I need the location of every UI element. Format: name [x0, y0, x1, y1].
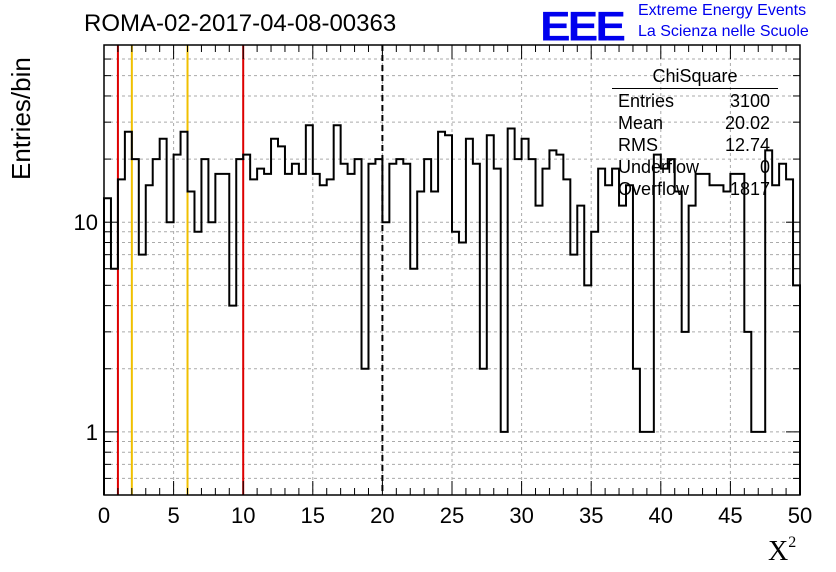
axis-ticks	[103, 44, 801, 496]
x-tick-label: 35	[579, 503, 603, 528]
x-tick-label: 15	[301, 503, 325, 528]
x-tick-label: 0	[98, 503, 110, 528]
stats-row-rms: RMS 12.74	[612, 134, 778, 156]
x-tick-label: 10	[231, 503, 255, 528]
stats-title: ChiSquare	[612, 66, 778, 89]
x-tick-label: 20	[370, 503, 394, 528]
histogram-line	[103, 124, 801, 495]
eee-logo: EEE	[540, 2, 626, 50]
stats-value: 3100	[729, 91, 770, 111]
y-tick-label: 10	[74, 210, 98, 235]
stats-row-mean: Mean 20.02	[612, 112, 778, 134]
stats-box: ChiSquare Entries 3100 Mean 20.02 RMS 12…	[612, 66, 778, 200]
stats-row-entries: Entries 3100	[612, 90, 778, 112]
logo-line-2: La Scienza nelle Scuole	[638, 23, 809, 40]
x-axis-label: X2	[768, 534, 797, 567]
stats-value: 20.02	[724, 113, 770, 133]
logo-line-1: Extreme Energy Events	[638, 2, 807, 19]
chart-title: ROMA-02-2017-04-08-00363	[84, 10, 397, 37]
y-tick-label: 1	[86, 420, 98, 445]
x-tick-label: 30	[509, 503, 533, 528]
stats-label: Overflow	[618, 179, 690, 199]
x-tick-label: 40	[649, 503, 673, 528]
vertical-markers	[116, 45, 384, 495]
stats-value: 12.74	[724, 135, 770, 155]
x-tick-label: 45	[718, 503, 742, 528]
stats-label: Entries	[618, 91, 675, 111]
stats-value: 1817	[729, 179, 770, 199]
stats-row-overflow: Overflow 1817	[612, 178, 778, 200]
stats-row-underflow: Underflow 0	[612, 156, 778, 178]
x-tick-label: 50	[788, 503, 812, 528]
x-tick-label: 25	[440, 503, 464, 528]
axis-tick-labels: 0 5 10 15 20 25 30 35 40 45 50 1 10	[74, 210, 813, 528]
stats-label: Underflow	[618, 157, 700, 177]
stats-label: Mean	[618, 113, 664, 133]
x-tick-label: 5	[167, 503, 179, 528]
y-axis-label: Entries/bin	[6, 57, 36, 180]
stats-label: RMS	[618, 135, 658, 155]
stats-value: 0	[759, 157, 770, 177]
